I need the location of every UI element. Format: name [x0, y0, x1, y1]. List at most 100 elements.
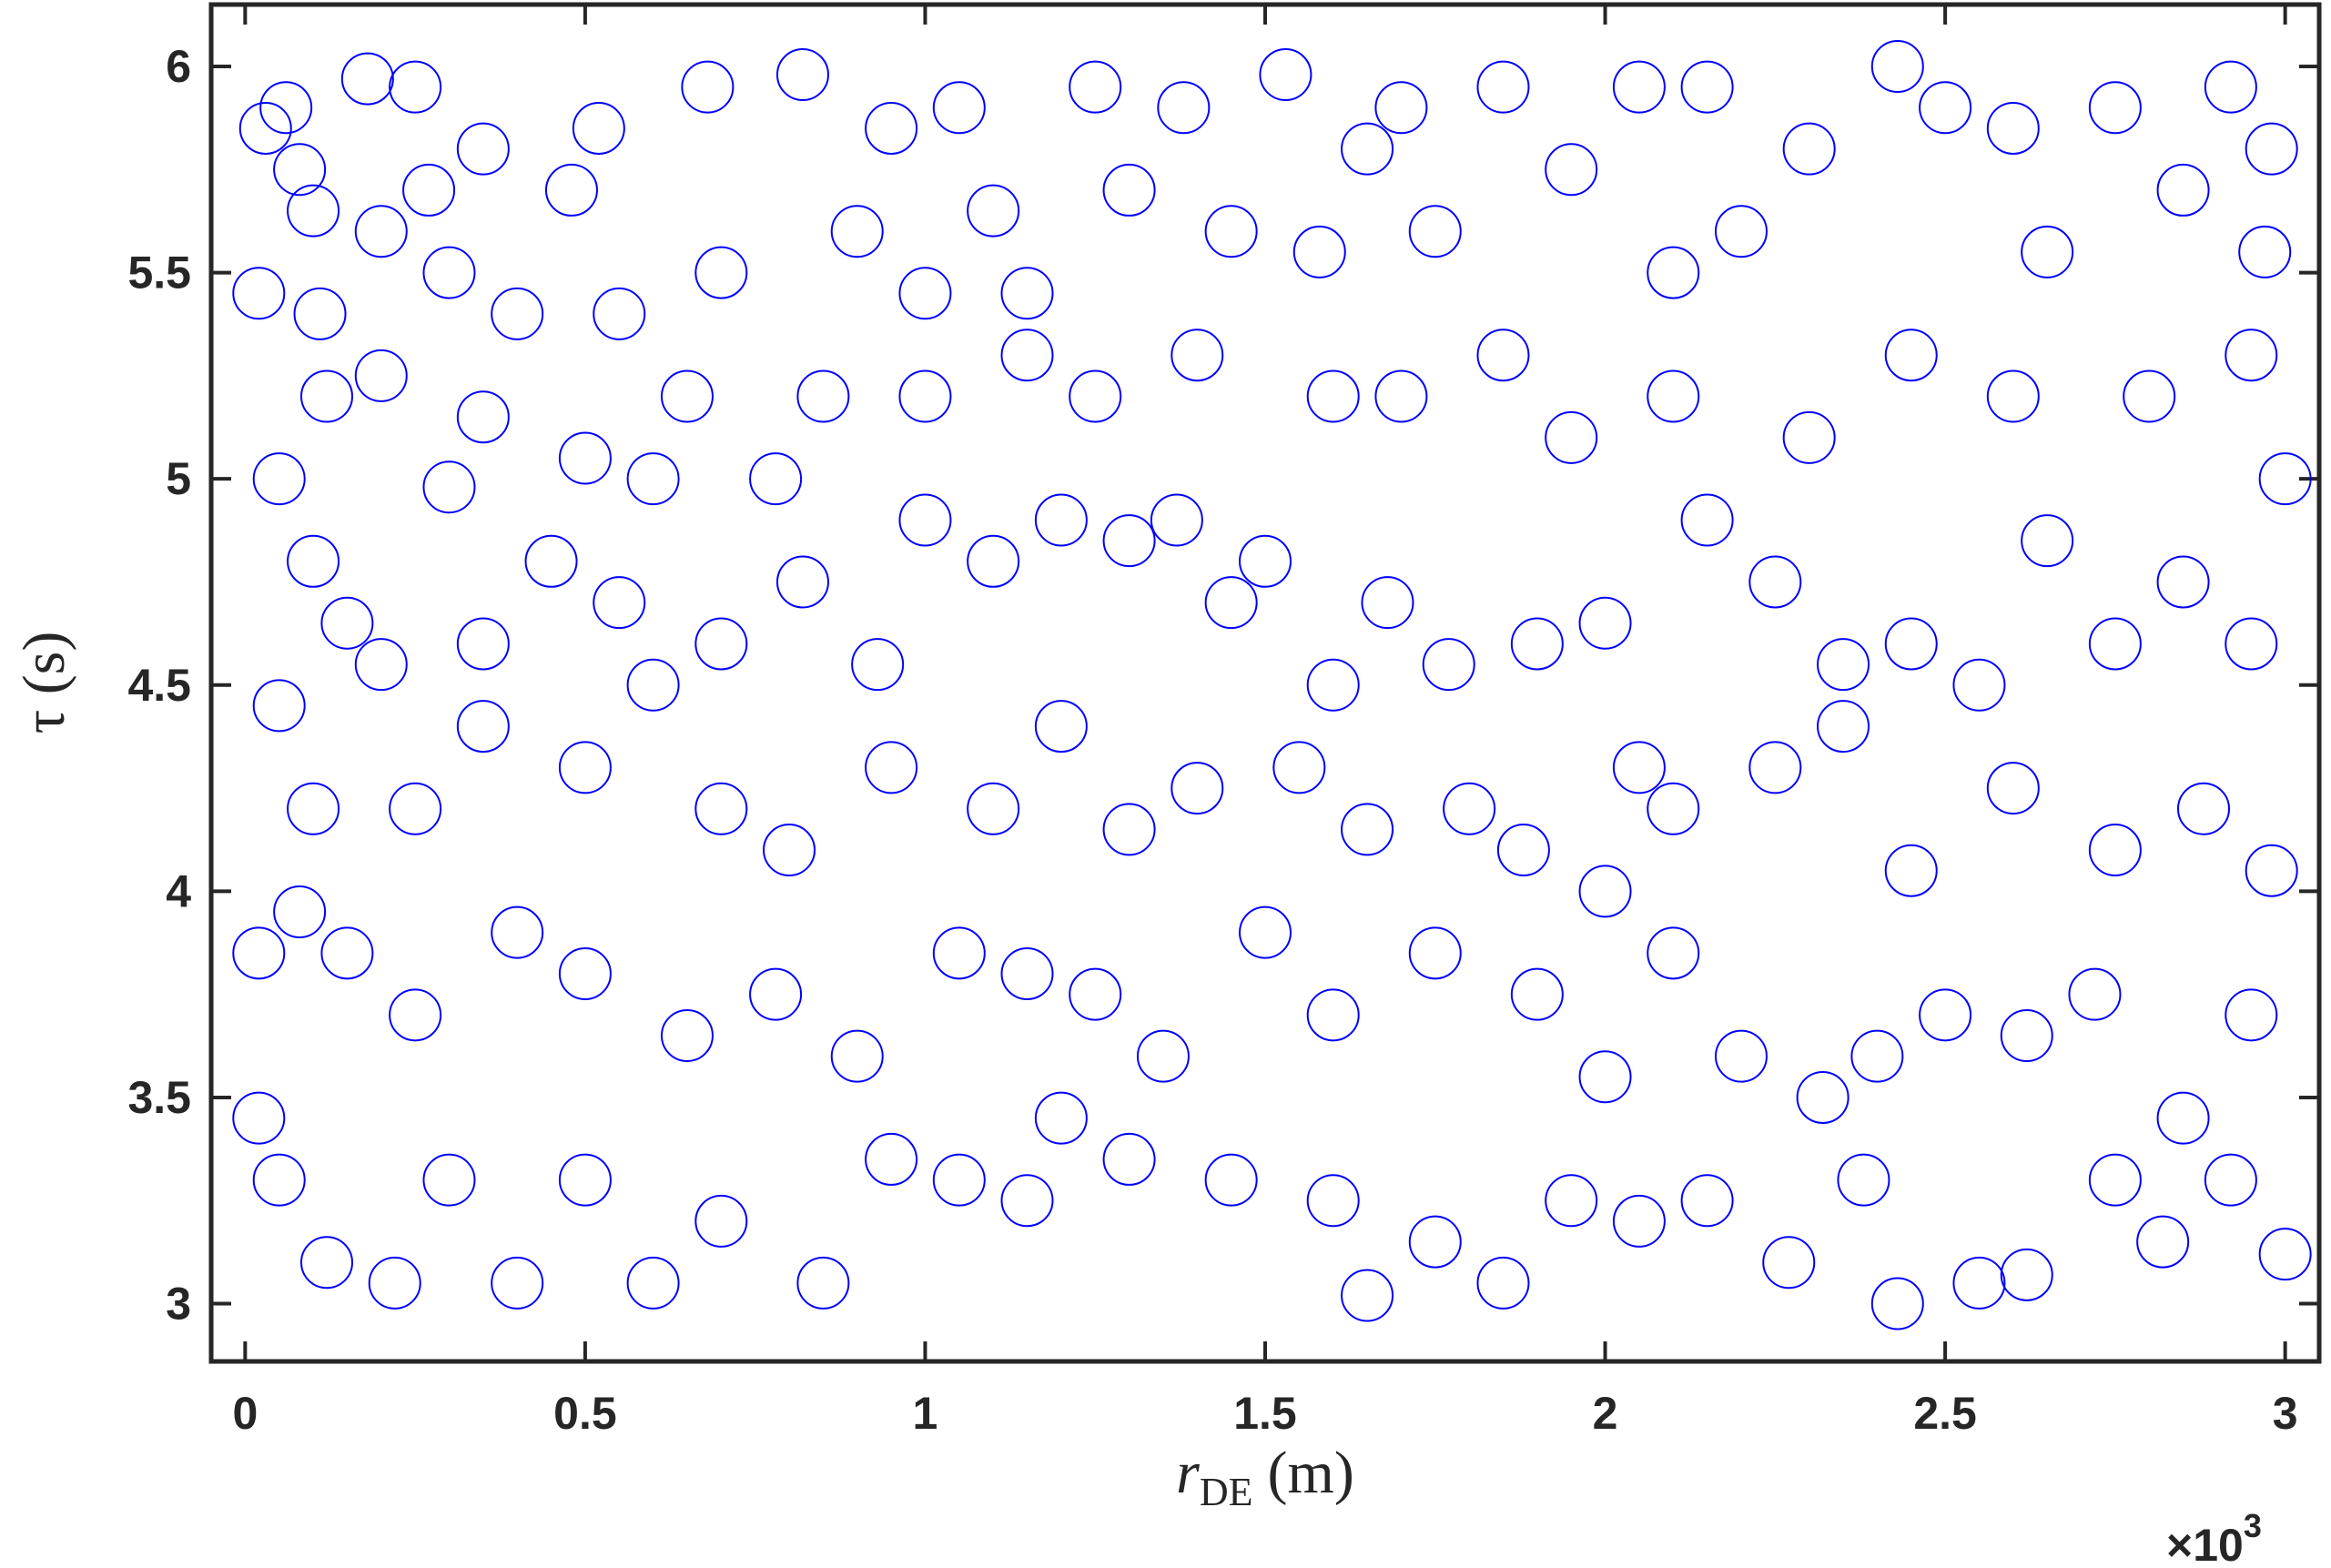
- point: [1341, 122, 1394, 176]
- point: [389, 988, 442, 1042]
- point: [967, 534, 1020, 588]
- point: [1204, 205, 1258, 258]
- point: [1647, 926, 1700, 980]
- y-tick-label: 6: [166, 41, 191, 92]
- point: [1171, 762, 1224, 815]
- point: [1762, 1236, 1816, 1290]
- point: [851, 638, 905, 692]
- point: [1306, 658, 1360, 712]
- point: [1476, 329, 1530, 382]
- point: [1919, 988, 1972, 1042]
- y-tick-label: 5.5: [127, 248, 191, 298]
- point: [1171, 329, 1224, 382]
- point: [1443, 782, 1496, 835]
- point: [1952, 658, 2006, 712]
- x-tick-label: 3: [2273, 1388, 2298, 1439]
- point: [252, 452, 306, 506]
- point: [865, 741, 918, 794]
- point: [1919, 81, 1972, 135]
- point: [340, 52, 394, 106]
- point: [491, 287, 544, 340]
- point: [775, 555, 829, 609]
- point: [524, 534, 578, 588]
- point: [932, 926, 986, 980]
- point: [354, 638, 408, 692]
- point: [626, 1256, 680, 1310]
- point: [354, 205, 408, 258]
- point: [320, 596, 374, 650]
- point: [749, 452, 803, 506]
- point: [626, 452, 680, 506]
- point: [932, 81, 986, 135]
- point: [2000, 1248, 2053, 1301]
- point: [2258, 1228, 2312, 1281]
- point: [694, 617, 748, 671]
- point: [1361, 576, 1414, 630]
- point: [287, 184, 340, 238]
- point: [1496, 824, 1550, 877]
- point: [2021, 514, 2074, 568]
- point: [300, 1236, 354, 1290]
- point: [1748, 555, 1802, 609]
- point: [2204, 1153, 2257, 1207]
- x-multiplier-base: ×10: [2166, 1520, 2244, 1568]
- point: [1408, 1215, 1462, 1269]
- point: [1259, 48, 1312, 102]
- point: [1647, 246, 1700, 299]
- point: [1578, 596, 1632, 650]
- point: [865, 1132, 918, 1186]
- point: [1850, 1029, 1904, 1083]
- point: [1239, 905, 1292, 959]
- x-label-sub: DE: [1200, 1470, 1253, 1514]
- point: [1612, 1194, 1666, 1248]
- point: [1157, 81, 1211, 135]
- point: [1272, 741, 1326, 794]
- point: [1510, 617, 1564, 671]
- y-tick-label: 3.5: [127, 1072, 191, 1123]
- x-multiplier: ×103: [2166, 1507, 2262, 1568]
- point: [1714, 205, 1768, 258]
- point: [660, 369, 714, 423]
- point: [830, 1029, 884, 1083]
- point: [232, 1091, 286, 1145]
- point: [2176, 782, 2230, 835]
- point: [1069, 60, 1122, 114]
- point: [1034, 700, 1088, 754]
- point: [967, 782, 1020, 835]
- point: [1545, 410, 1598, 464]
- point: [1986, 101, 2040, 155]
- point: [320, 926, 374, 980]
- point: [1782, 122, 1836, 176]
- point: [1341, 1269, 1394, 1322]
- point: [1476, 60, 1530, 114]
- point: [2136, 1215, 2190, 1269]
- point: [1069, 369, 1122, 423]
- point: [2225, 617, 2278, 671]
- point: [491, 905, 544, 959]
- point: [273, 143, 327, 197]
- point: [252, 679, 306, 733]
- point: [1204, 1153, 1258, 1207]
- point: [544, 163, 598, 217]
- point: [558, 947, 612, 1000]
- point: [273, 885, 327, 939]
- point: [694, 246, 748, 299]
- point: [1884, 844, 1938, 897]
- point: [1102, 514, 1156, 568]
- point: [1408, 205, 1462, 258]
- point: [558, 741, 612, 794]
- point: [1476, 1256, 1530, 1310]
- point: [2123, 369, 2176, 423]
- point: [1034, 493, 1088, 547]
- point: [898, 369, 952, 423]
- point: [1817, 638, 1870, 692]
- point: [287, 782, 340, 835]
- point: [2156, 1091, 2210, 1145]
- point: [1612, 741, 1666, 794]
- point: [1136, 1029, 1190, 1083]
- point: [2021, 225, 2074, 278]
- point: [1612, 60, 1666, 114]
- point: [2088, 1153, 2142, 1207]
- point: [1986, 369, 2040, 423]
